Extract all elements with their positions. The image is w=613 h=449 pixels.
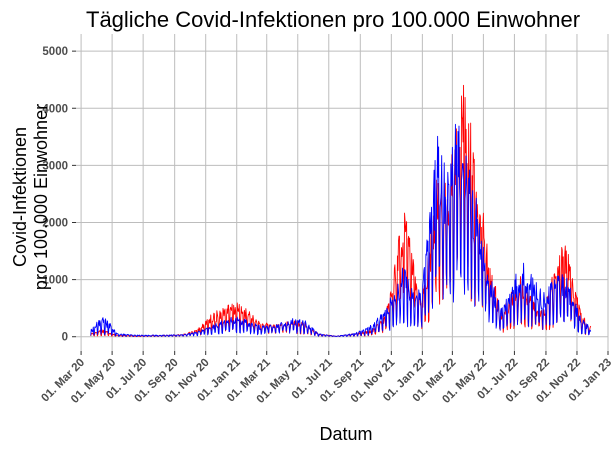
- y-tick-label: 1000: [42, 275, 68, 287]
- series-lines: [90, 84, 592, 338]
- y-tick-label: 0: [62, 332, 68, 344]
- y-tick-label: 5000: [42, 46, 68, 58]
- y-axis-title-line-1: Covid-Infektionen: [10, 127, 30, 267]
- series-line-2: [90, 123, 592, 337]
- y-tick-label: 4000: [42, 103, 68, 115]
- chart-title: Tägliche Covid-Infektionen pro 100.000 E…: [86, 7, 580, 32]
- x-axis-title: Datum: [319, 424, 372, 444]
- y-tick-label: 3000: [42, 160, 68, 172]
- y-axis: 0 1000 2000 3000 4000 5000: [42, 46, 76, 344]
- series-line-1: [90, 84, 592, 338]
- y-tick-label: 2000: [42, 217, 68, 229]
- y-axis-title-line-2: pro 100.000 Einwohner: [31, 104, 51, 290]
